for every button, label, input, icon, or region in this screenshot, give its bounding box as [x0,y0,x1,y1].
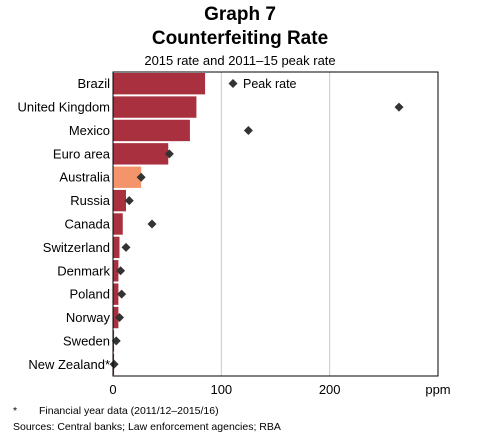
peak-markers [109,102,404,369]
category-label: Russia [70,193,111,208]
peak-marker [124,196,134,206]
sources-note: Sources: Central banks; Law enforcement … [13,421,281,433]
chart-subtitle: 2015 rate and 2011–15 peak rate [144,53,336,68]
peak-marker [243,125,253,135]
bar [113,73,206,95]
category-labels: Brazil United Kingdom Mexico Euro area Austr… [18,76,111,372]
category-label: New Zealand* [28,357,110,372]
x-tick-label: 200 [319,382,341,397]
peak-marker [116,266,126,276]
x-axis-ticks: 0 100 200 [109,382,340,397]
category-label: Mexico [69,123,110,138]
category-label: Poland [70,287,110,302]
bar [113,189,126,212]
peak-marker [111,336,121,346]
legend-marker [228,79,238,88]
category-label: Sweden [63,333,110,348]
category-label: Canada [64,217,110,232]
bar [113,119,190,142]
footnote-star: * Financial year data (2011/12–2015/16) [13,405,219,417]
bars [113,73,206,375]
category-label: Norway [66,310,111,325]
category-label: United Kingdom [18,100,111,115]
peak-marker [115,313,124,323]
category-label: Australia [59,170,110,185]
legend-label: Peak rate [243,77,297,91]
bar [113,283,119,305]
chart-title: Graph 7 [204,4,276,25]
peak-marker [109,359,119,369]
x-tick-label: 0 [109,382,116,397]
legend: Peak rate [228,77,297,91]
plot-frame [112,71,439,377]
peak-marker [164,149,174,159]
footnote-star-marker: * [13,405,18,417]
category-label: Euro area [53,146,111,161]
peak-marker [136,172,146,182]
bar [113,143,169,165]
gridlines [220,72,331,376]
bar [113,260,119,282]
bar [113,96,197,118]
x-unit-label: ppm [425,382,450,397]
peak-marker [117,289,127,299]
category-label: Denmark [57,263,110,278]
category-label: Switzerland [43,240,110,255]
bar [113,236,120,259]
bar [113,166,142,188]
peak-marker [394,102,404,112]
peak-marker [147,219,157,229]
category-label: Brazil [77,76,110,91]
chart-title-line-2: Counterfeiting Rate [151,28,329,49]
peak-marker [121,242,131,252]
x-tick-label: 100 [210,382,232,397]
bar [113,213,123,235]
footnote-star-text: Financial year data (2011/12–2015/16) [39,405,219,417]
